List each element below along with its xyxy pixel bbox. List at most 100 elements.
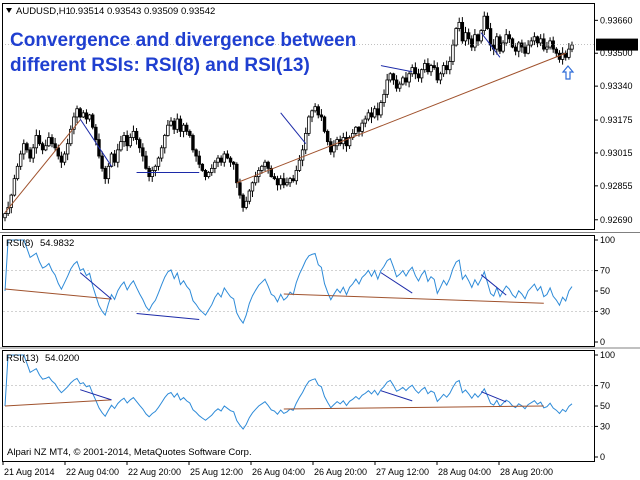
candle-body bbox=[181, 124, 186, 132]
candle-body bbox=[94, 126, 98, 140]
candle-body bbox=[69, 128, 73, 145]
price-tick-label: 0.93015 bbox=[600, 148, 633, 158]
candle-body bbox=[567, 48, 571, 58]
candle-body bbox=[282, 178, 286, 186]
candle-body bbox=[125, 135, 129, 147]
candle-body bbox=[476, 34, 480, 42]
candle-body bbox=[538, 38, 543, 44]
candle-body bbox=[429, 65, 433, 73]
rsi8-trendline bbox=[480, 274, 507, 296]
rsi8-tick-label: 70 bbox=[600, 266, 610, 276]
candle-body bbox=[313, 106, 317, 112]
rsi13-line bbox=[4, 354, 573, 430]
candle-body bbox=[263, 161, 267, 167]
candle-body bbox=[423, 63, 427, 71]
candle-body bbox=[548, 40, 552, 48]
rsi13-series bbox=[4, 354, 573, 430]
overlay-title-line1: Convergence and divergence between bbox=[10, 30, 357, 51]
candle-body bbox=[84, 112, 89, 120]
rsi13-tick-label: 0 bbox=[600, 452, 605, 462]
candle-body bbox=[72, 116, 76, 130]
candle-body bbox=[122, 135, 126, 143]
candle-body bbox=[188, 130, 192, 136]
rsi8-trendline bbox=[79, 272, 112, 300]
candle-body bbox=[388, 73, 393, 81]
overlay-title: Convergence and divergence between diffe… bbox=[10, 28, 370, 78]
candle-body bbox=[360, 122, 364, 132]
candle-body bbox=[219, 157, 223, 163]
rsi8-panel-frame bbox=[2, 235, 595, 347]
candle-body bbox=[106, 165, 111, 180]
time-tick-label: 22 Aug 04:00 bbox=[66, 467, 119, 477]
rsi13-level-lines bbox=[3, 385, 594, 427]
price-axis: 0.93660 0.93500 0.93340 0.93175 0.93015 0.928… bbox=[594, 15, 633, 225]
price-trendline bbox=[380, 65, 413, 73]
candle-body bbox=[426, 63, 430, 73]
candle-body bbox=[488, 28, 493, 46]
candle-body bbox=[523, 46, 527, 54]
up-arrow-icon bbox=[561, 65, 575, 80]
candle-body bbox=[59, 155, 64, 163]
candle-body bbox=[31, 147, 35, 159]
candle-body bbox=[191, 135, 195, 151]
candle-body bbox=[560, 52, 565, 60]
candle-body bbox=[44, 145, 48, 151]
candle-body bbox=[479, 30, 483, 42]
candle-body bbox=[457, 21, 461, 29]
candle-body bbox=[485, 15, 490, 29]
price-tick-label: 0.92855 bbox=[600, 181, 633, 191]
candle-body bbox=[473, 34, 477, 48]
candle-body bbox=[272, 176, 277, 180]
candle-body bbox=[172, 120, 176, 130]
candle-body bbox=[266, 161, 270, 169]
candle-body bbox=[545, 46, 549, 50]
candle-body bbox=[413, 67, 418, 75]
candle-body bbox=[498, 36, 502, 52]
candle-body bbox=[570, 44, 574, 50]
candle-body bbox=[394, 79, 399, 89]
candle-body bbox=[441, 65, 446, 75]
candle-body bbox=[454, 28, 458, 46]
candle-body bbox=[554, 48, 559, 54]
candle-body bbox=[206, 172, 211, 177]
candle-body bbox=[432, 65, 436, 69]
candle-body bbox=[153, 165, 158, 171]
candle-body bbox=[278, 178, 283, 186]
candle-body bbox=[285, 182, 289, 186]
candle-body bbox=[300, 149, 305, 161]
copyright-text: Alpari NZ MT4, © 2001-2014, MetaQuotes S… bbox=[7, 447, 252, 458]
candle-body bbox=[275, 178, 280, 186]
chevron-down-icon[interactable] bbox=[6, 8, 12, 13]
price-tick-label: 0.93175 bbox=[600, 115, 633, 125]
rsi13-tick-label: 30 bbox=[600, 421, 610, 431]
candlesticks bbox=[3, 11, 594, 222]
candle-body bbox=[407, 73, 411, 83]
candle-body bbox=[344, 137, 349, 147]
candle-body bbox=[12, 178, 17, 196]
candle-body bbox=[238, 182, 242, 196]
candle-body bbox=[288, 178, 292, 184]
candle-body bbox=[466, 32, 471, 40]
price-tick-label: 0.93340 bbox=[600, 81, 633, 91]
time-tick-label: 26 Aug 20:00 bbox=[314, 467, 367, 477]
current-price-tag bbox=[596, 38, 638, 51]
candle-body bbox=[526, 44, 530, 54]
candle-body bbox=[482, 15, 486, 32]
rsi13-tick-label: 50 bbox=[600, 401, 610, 411]
rsi13-value: 54.0200 bbox=[45, 353, 79, 364]
overlay-title-line2: different RSIs: RSI(8) and RSI(13) bbox=[10, 55, 310, 76]
candle-body bbox=[200, 163, 205, 171]
candle-body bbox=[347, 137, 352, 147]
candle-body bbox=[25, 143, 29, 151]
candle-body bbox=[369, 112, 374, 118]
candle-body bbox=[197, 155, 201, 165]
candle-body bbox=[460, 21, 465, 42]
candle-body bbox=[50, 137, 54, 145]
time-axis: 21 Aug 2014 22 Aug 04:00 22 Aug 20:00 25 Au… bbox=[2, 461, 553, 477]
candle-body bbox=[78, 108, 82, 118]
candle-body bbox=[116, 149, 120, 163]
candle-body bbox=[451, 44, 455, 62]
candle-body bbox=[225, 153, 230, 159]
chart-symbol: AUDUSD,H1 bbox=[16, 6, 71, 17]
rsi8-level-lines bbox=[3, 270, 594, 312]
